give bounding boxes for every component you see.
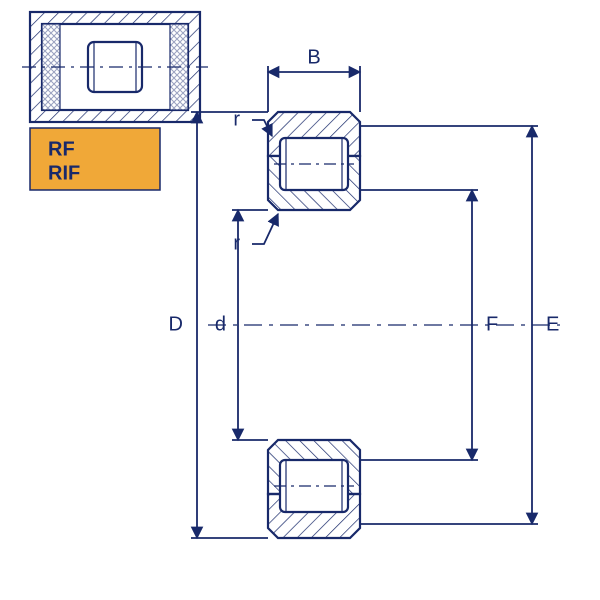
dim-F-label: F — [486, 313, 498, 335]
dim-d-label: d — [215, 313, 226, 335]
dim-E-label: E — [546, 313, 559, 335]
badge-line2: RIF — [48, 162, 80, 184]
section-view — [208, 112, 560, 538]
bearing-diagram: RFRIF B Dd E Fr r — [0, 0, 600, 600]
dim-B-label: B — [307, 46, 320, 68]
axial-view-icon — [22, 12, 208, 122]
roller — [280, 460, 348, 512]
roller — [280, 138, 348, 190]
leader-r-mid-label: r — [233, 232, 240, 254]
badge-line1: RF — [48, 138, 75, 160]
dim-D-label: D — [169, 313, 183, 335]
leader-r-top-label: r — [233, 108, 240, 130]
leader-r-mid — [252, 214, 278, 244]
